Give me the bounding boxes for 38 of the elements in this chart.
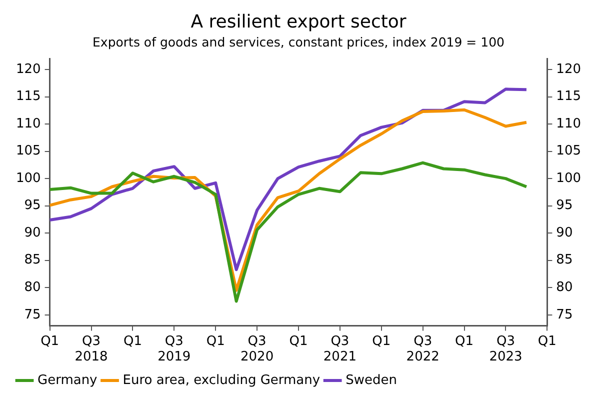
x-tick-label: Q3 2022 (406, 334, 440, 365)
x-tick-label: Q1 (455, 334, 474, 349)
y-tick-label: 120 (16, 62, 41, 77)
legend-label: Germany (38, 372, 98, 388)
x-tick-label: Q1 (206, 334, 225, 349)
y2-tick-label: 85 (556, 252, 573, 268)
legend-label: Euro area, excluding Germany (122, 372, 320, 388)
x-tick-label: Q1 (40, 334, 60, 349)
y2-tick-label: 75 (556, 307, 573, 322)
legend-label: Sweden (346, 372, 397, 388)
y2-tick-label: 80 (556, 280, 573, 296)
y2-tick-label: 120 (556, 62, 582, 77)
y-tick-label: 115 (16, 89, 41, 104)
chart-title: A resilient export sector (190, 11, 407, 32)
x-tick-label: Q1 (289, 334, 308, 349)
y2-tick-label: 100 (556, 170, 582, 186)
x-tick-label: Q3 2019 (158, 334, 191, 365)
x-tick-label: Q3 2020 (240, 334, 274, 365)
y-tick-label: 80 (24, 280, 41, 296)
y-tick-label: 90 (24, 225, 41, 240)
x-tick-label: Q1 (538, 334, 556, 349)
x-tick-label: Q1 (372, 334, 391, 349)
y2-tick-label: 90 (556, 225, 573, 240)
x-tick-label: Q3 2018 (74, 334, 108, 365)
x-tick-label: Q1 (123, 334, 142, 349)
y-tick-label: 100 (16, 170, 41, 186)
x-tick-label: Q3 2023 (489, 334, 522, 365)
y-tick-label: 110 (16, 116, 41, 132)
y2-tick-label: 110 (556, 116, 582, 132)
y2-tick-label: 115 (556, 89, 582, 104)
y-tick-label: 95 (24, 198, 41, 214)
y2-tick-label: 105 (556, 144, 582, 159)
x-tick-label: Q3 2021 (323, 334, 356, 365)
y-tick-label: 75 (24, 307, 41, 322)
y-tick-label: 105 (16, 144, 41, 159)
chart-subtitle: Exports of goods and services, constant prices, index 2019 = 100 (92, 34, 505, 50)
y-tick-label: 85 (24, 252, 41, 268)
y2-tick-label: 95 (556, 198, 573, 214)
